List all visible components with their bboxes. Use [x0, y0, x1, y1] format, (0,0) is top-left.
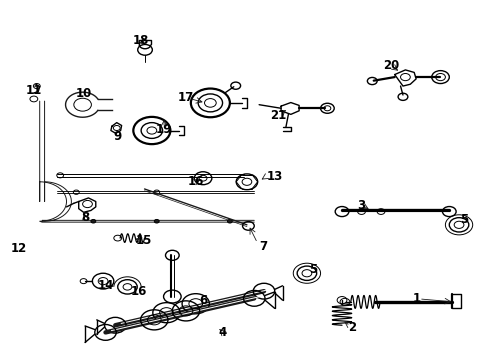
- Text: 15: 15: [135, 234, 151, 247]
- Text: 14: 14: [97, 279, 114, 292]
- Text: 8: 8: [81, 211, 89, 224]
- Text: 16: 16: [130, 285, 146, 298]
- Text: 18: 18: [133, 33, 149, 47]
- Text: 10: 10: [75, 87, 92, 100]
- Text: 21: 21: [270, 109, 286, 122]
- Text: 13: 13: [266, 170, 282, 183]
- Text: 4: 4: [218, 326, 226, 339]
- Text: 3: 3: [357, 199, 365, 212]
- Text: 17: 17: [178, 91, 194, 104]
- Text: 9: 9: [113, 130, 122, 144]
- Text: 2: 2: [347, 320, 355, 333]
- Text: 11: 11: [26, 84, 42, 97]
- Text: 16: 16: [187, 175, 203, 188]
- Circle shape: [91, 220, 96, 223]
- Text: 1: 1: [412, 292, 420, 305]
- Text: 5: 5: [308, 263, 316, 276]
- Circle shape: [154, 220, 159, 223]
- Circle shape: [227, 220, 232, 223]
- Text: 6: 6: [199, 294, 207, 307]
- Text: 12: 12: [11, 242, 27, 255]
- Text: 20: 20: [382, 59, 398, 72]
- Text: 19: 19: [156, 123, 172, 136]
- Text: 5: 5: [459, 213, 467, 226]
- Text: 7: 7: [259, 240, 267, 253]
